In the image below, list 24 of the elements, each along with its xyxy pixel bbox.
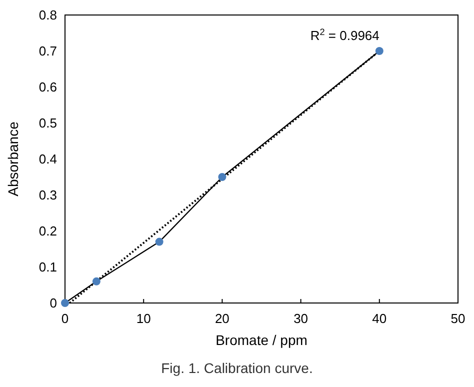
y-tick-label: 0.3 — [38, 188, 57, 202]
annotation: R$^{2}$ = 0.9964 — [310, 27, 380, 43]
y-tick-label: 0.5 — [38, 116, 57, 130]
point — [155, 238, 164, 246]
x-axis-title: Bromate / ppm — [216, 332, 308, 348]
x-tick-label: 20 — [214, 311, 230, 326]
y-tick-label: 0 — [50, 296, 57, 310]
x-tick-label: 40 — [372, 311, 387, 326]
point — [61, 299, 69, 307]
caption: Fig. 1. Calibration curve. — [161, 360, 313, 376]
x-tick-label: 50 — [450, 311, 466, 326]
y-tick-label: 0.2 — [38, 224, 57, 238]
x-tick-label: 30 — [294, 311, 308, 326]
y-tick-label: 0.6 — [38, 80, 57, 94]
y-tick-label: 0.8 — [38, 8, 57, 22]
x-tick-label: 10 — [136, 311, 151, 326]
x-tick-label: 0 — [61, 311, 69, 326]
y-axis-title: Absorbance — [5, 121, 21, 196]
point — [218, 173, 226, 181]
y-tick-label: 0.4 — [38, 152, 57, 166]
point — [375, 47, 384, 55]
y-tick-label: 0.7 — [38, 44, 57, 58]
y-tick-label: 0.1 — [38, 260, 57, 274]
point — [92, 277, 100, 286]
